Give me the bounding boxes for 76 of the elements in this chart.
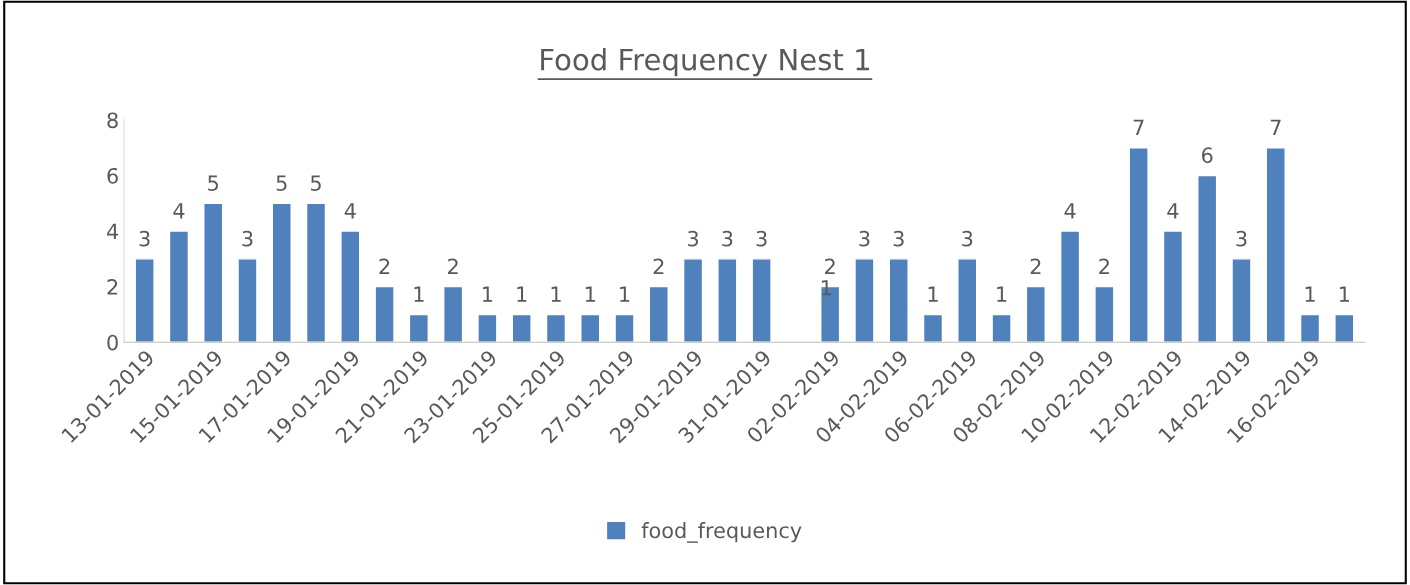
bar	[717, 258, 738, 343]
data-label: 1	[414, 286, 424, 302]
bar	[477, 313, 498, 343]
data-label: 1	[517, 286, 527, 302]
data-label: 2	[1030, 258, 1041, 274]
data-label: 3	[722, 230, 733, 247]
data-label: 7	[1133, 119, 1144, 136]
bar	[1334, 313, 1355, 343]
data-label: 2	[379, 258, 390, 274]
data-label: 1	[1305, 286, 1315, 302]
bar	[580, 313, 601, 343]
bar	[1299, 313, 1321, 343]
bar	[991, 313, 1012, 343]
bar	[203, 202, 224, 343]
data-label: 5	[276, 175, 287, 191]
bar	[511, 313, 532, 343]
bar	[1025, 285, 1046, 343]
data-label: 2	[448, 258, 458, 274]
bar	[614, 313, 635, 343]
y-tick-label: 4	[106, 223, 119, 239]
chart-title: Food Frequency Nest 1	[541, 48, 869, 77]
bar	[1094, 285, 1115, 343]
data-label: 2	[825, 258, 835, 274]
bar	[957, 258, 978, 343]
data-label: 3	[139, 230, 150, 247]
data-label: 4	[173, 203, 185, 219]
data-label: 2	[653, 258, 664, 274]
data-label: 4	[344, 203, 356, 219]
bar	[443, 285, 464, 343]
data-label: 4	[1064, 203, 1076, 219]
bar	[545, 313, 567, 343]
data-label: 3	[962, 230, 973, 247]
bar	[751, 258, 772, 343]
bar	[682, 258, 704, 343]
bar	[408, 313, 429, 343]
bar	[922, 313, 944, 343]
bar	[134, 258, 155, 343]
data-label: 3	[688, 230, 699, 247]
data-label: 1	[483, 286, 493, 302]
bar	[648, 285, 669, 343]
data-label: 3	[893, 230, 904, 247]
bar	[1162, 230, 1184, 343]
bar	[1128, 147, 1149, 343]
y-tick-label: 8	[107, 112, 118, 129]
bar	[1197, 174, 1218, 343]
data-label: 4	[1167, 203, 1179, 219]
data-label: 3	[859, 230, 870, 247]
bar	[1059, 230, 1081, 343]
bar	[1231, 258, 1252, 343]
legend-label: food_frequency	[641, 522, 802, 543]
data-label: 5	[311, 175, 321, 191]
data-label: 3	[242, 230, 253, 247]
data-label: 1	[1339, 286, 1350, 302]
bar	[888, 258, 909, 343]
bar	[374, 285, 395, 343]
y-tick-label: 2	[107, 279, 118, 295]
data-label: 7	[1270, 119, 1281, 136]
data-label: 5	[208, 175, 219, 191]
data-label: 6	[1202, 147, 1213, 164]
data-label: 1	[997, 286, 1007, 302]
bar	[340, 230, 361, 343]
data-label: 1	[585, 286, 595, 302]
bar	[168, 230, 190, 343]
bar	[271, 202, 292, 343]
data-label: 3	[756, 230, 767, 247]
data-label: 1	[620, 286, 630, 302]
data-label: 1	[928, 286, 938, 302]
data-label: 1	[551, 286, 561, 302]
data-label: 2	[1099, 258, 1109, 274]
bar	[237, 258, 258, 343]
y-tick-label: 6	[107, 167, 118, 184]
bar	[1265, 147, 1286, 343]
bar	[305, 202, 327, 343]
bar	[854, 258, 875, 343]
data-label: 3	[1236, 230, 1247, 247]
y-tick-label: 0	[107, 334, 118, 351]
